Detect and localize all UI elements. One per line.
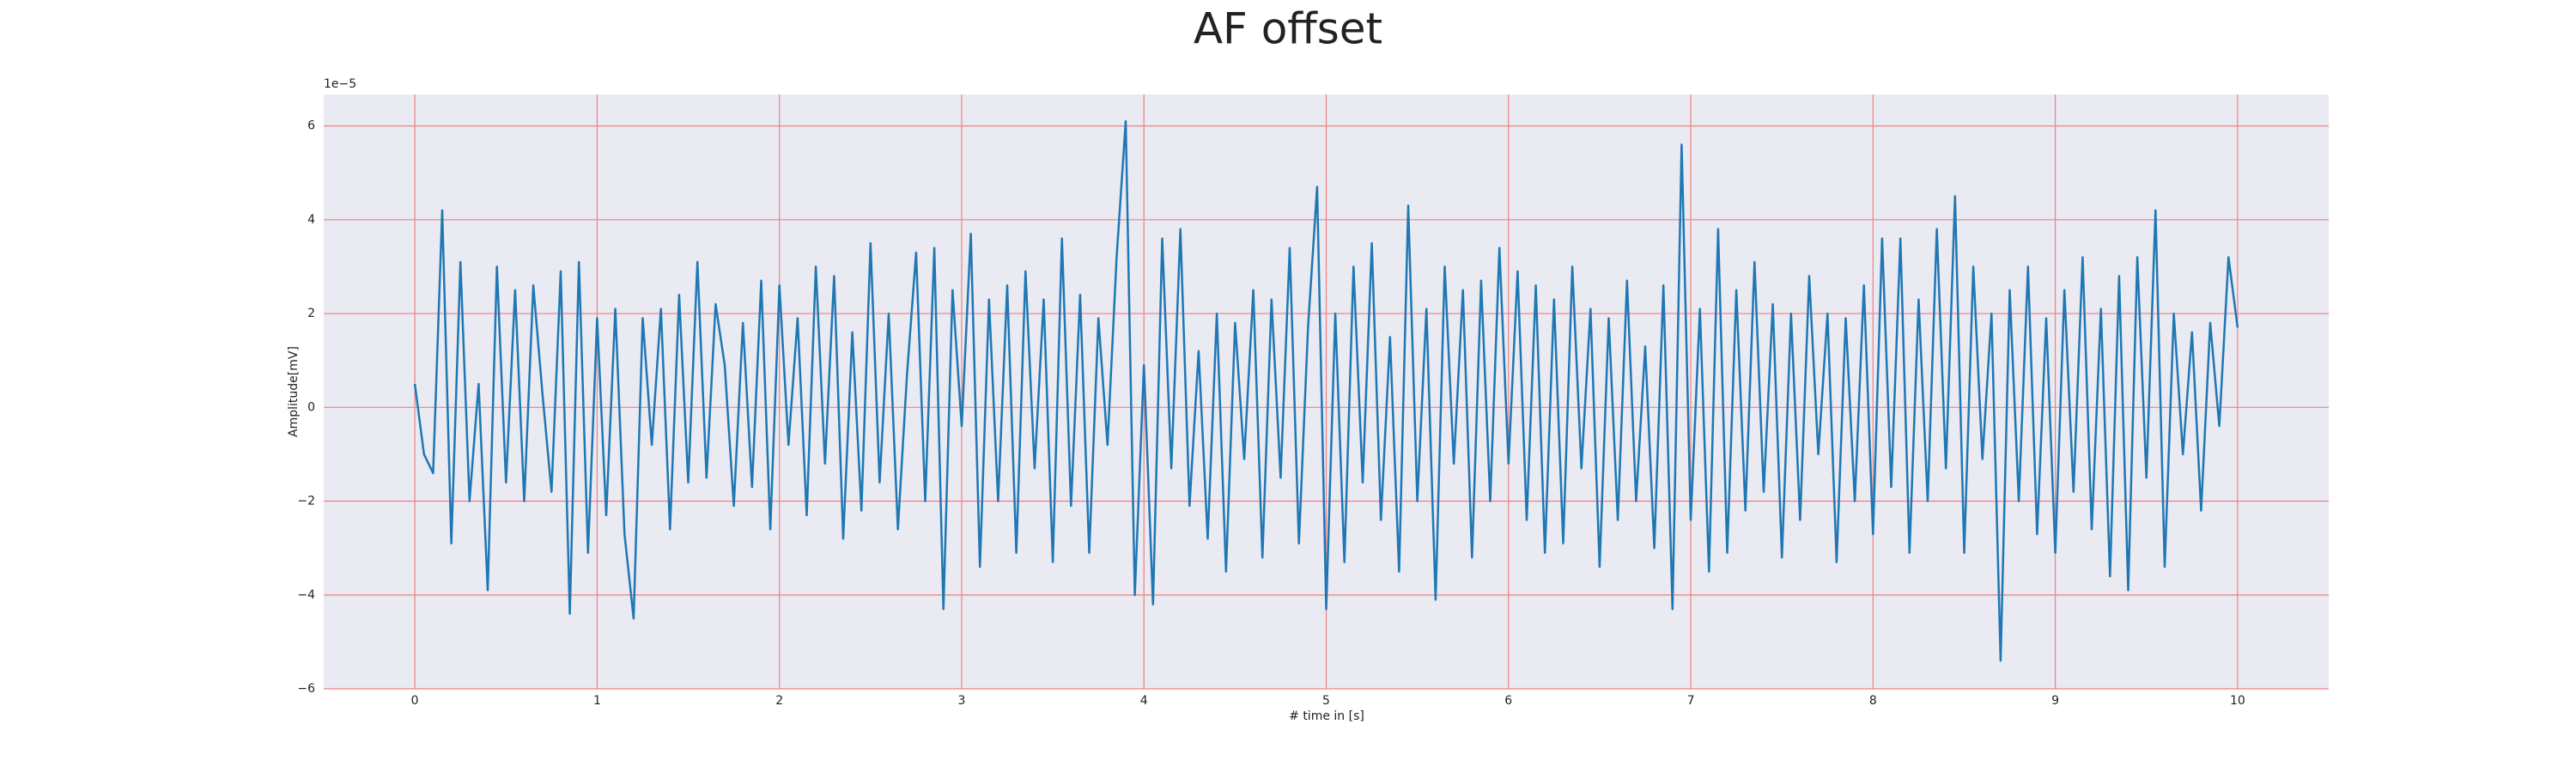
x-tick-label: 6 (1504, 694, 1512, 708)
y-tick-label: 4 (307, 213, 315, 227)
x-tick-label: 2 (775, 694, 783, 708)
x-tick-label: 8 (1869, 694, 1877, 708)
x-axis-label: # time in [s] (1289, 709, 1364, 723)
y-tick-label: −4 (297, 588, 315, 602)
y-axis-label: Amplitude[mV] (287, 346, 301, 437)
y-tick-label: 2 (307, 307, 315, 320)
chart-title: AF offset (1194, 4, 1382, 54)
data-line (413, 119, 2239, 662)
x-tick-label: 10 (2230, 694, 2245, 708)
y-tick-label: −6 (297, 682, 315, 696)
y-offset-label: 1e−5 (324, 77, 356, 91)
x-tick-label: 1 (593, 694, 601, 708)
x-tick-label: 7 (1687, 694, 1695, 708)
y-tick-label: 0 (307, 400, 315, 414)
x-tick-label: 5 (1322, 694, 1330, 708)
x-tick-label: 4 (1140, 694, 1148, 708)
x-tick-label: 3 (957, 694, 965, 708)
x-tick-label: 9 (2051, 694, 2059, 708)
y-tick-label: 6 (307, 119, 315, 133)
x-tick-label: 0 (411, 694, 419, 708)
y-tick-label: −2 (297, 495, 315, 508)
